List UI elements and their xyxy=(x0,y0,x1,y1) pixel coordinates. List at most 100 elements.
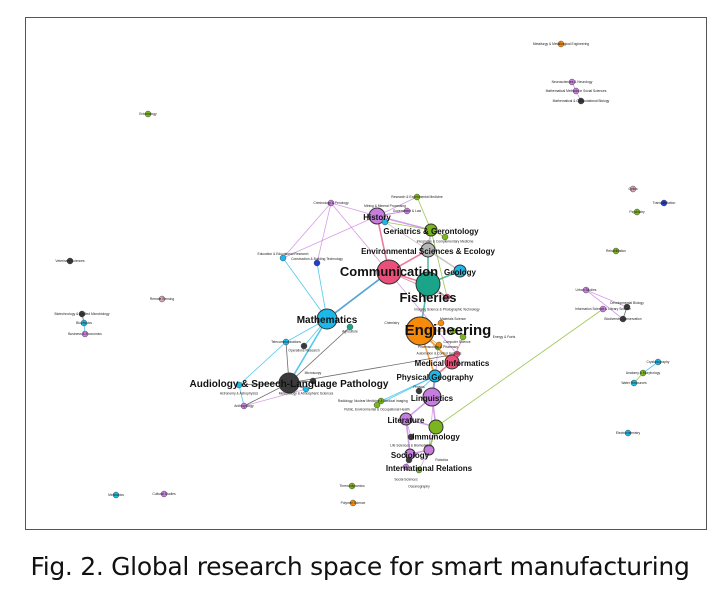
network-node xyxy=(80,319,88,327)
network-node xyxy=(415,271,441,297)
node-label: Psychiatry xyxy=(629,210,645,214)
node-label: Cultural Studies xyxy=(152,492,176,496)
node-label: Neurosciences & Neurology xyxy=(552,80,593,84)
node-label: Social Sciences xyxy=(394,478,418,482)
node-label: Operations Research xyxy=(288,348,319,352)
network-node xyxy=(405,456,413,464)
network-node xyxy=(81,330,89,338)
network-node xyxy=(381,218,389,226)
network-edge xyxy=(288,326,351,384)
node-label: Mathematical Methods in Social Sciences xyxy=(546,89,607,93)
network-edge xyxy=(282,202,332,259)
node-label: Public, Environmental & Occupational Hea… xyxy=(344,407,410,411)
node-label: Polymer Science xyxy=(341,501,366,505)
network-edge xyxy=(384,221,432,231)
network-node xyxy=(402,463,410,471)
network-node xyxy=(633,208,641,216)
network-edge xyxy=(585,289,628,308)
network-node xyxy=(660,199,668,207)
network-edge xyxy=(282,257,328,320)
network-node xyxy=(624,429,632,437)
node-label: Agriculture xyxy=(342,329,358,333)
network-node xyxy=(422,387,442,407)
network-edge xyxy=(282,215,378,259)
node-layer xyxy=(66,40,668,507)
network-node xyxy=(557,40,565,48)
network-node xyxy=(376,259,402,285)
network-node xyxy=(112,491,120,499)
node-label: Robotics xyxy=(435,458,448,462)
node-label: Water Resources xyxy=(621,381,647,385)
network-node xyxy=(441,233,449,241)
network-node xyxy=(420,242,436,258)
network-node xyxy=(582,286,590,294)
network-node xyxy=(407,433,415,441)
network-node xyxy=(368,207,386,225)
node-label: Mining & Mineral Processing xyxy=(364,204,406,208)
node-label: Sociology xyxy=(391,451,430,460)
network-node xyxy=(424,223,438,237)
network-node xyxy=(453,264,467,278)
node-label: Automation & Control Systems xyxy=(417,351,462,355)
network-node xyxy=(399,412,413,426)
network-node xyxy=(158,295,166,303)
network-node xyxy=(577,97,585,105)
network-edge xyxy=(376,375,436,406)
network-node xyxy=(428,369,442,383)
network-node xyxy=(240,402,248,410)
research-space-network: Communication Fisheries Engineering Mathema… xyxy=(55,40,675,507)
figure-caption: Fig. 2. Global research space for smart … xyxy=(30,552,690,581)
network-edge xyxy=(585,289,624,320)
node-label: Entomology xyxy=(139,112,157,116)
node-label: Radiology, Nuclear Medicine & Medical Im… xyxy=(338,399,408,403)
network-edge xyxy=(288,353,458,384)
network-node xyxy=(327,199,335,207)
node-label: Engineering xyxy=(405,322,492,339)
network-node xyxy=(449,327,457,335)
node-label: Education & Educational Research xyxy=(258,252,309,256)
node-label: Biodiversity Conservation xyxy=(604,317,641,321)
network-node xyxy=(373,401,381,409)
network-node xyxy=(630,379,638,387)
node-label: Geriatrics & Gerontology xyxy=(383,227,479,236)
node-label: Veterinary Sciences xyxy=(55,259,84,263)
network-node xyxy=(443,293,451,301)
network-figure: Communication Fisheries Engineering Mathema… xyxy=(25,17,707,530)
node-label: Computer Science xyxy=(443,340,470,344)
network-node xyxy=(403,207,411,215)
network-edge xyxy=(384,221,429,251)
network-node xyxy=(309,377,317,385)
node-label: Government & Law xyxy=(393,209,422,213)
network-node xyxy=(278,372,300,394)
node-label: Literature xyxy=(388,416,425,425)
node-label: Integrative & Complementary Medicine xyxy=(417,239,474,243)
node-label: Anatomy & Morphology xyxy=(626,371,661,375)
network-node xyxy=(654,358,662,366)
node-label: Metallurgy & Metallurgical Engineering xyxy=(533,42,589,46)
network-node xyxy=(629,185,637,193)
node-label: Geology xyxy=(444,268,477,277)
node-label: Telecommunications xyxy=(271,340,301,344)
node-label: Imaging Science & Photographic Technolog… xyxy=(414,308,480,312)
network-node xyxy=(282,338,290,346)
node-label: Communication xyxy=(340,264,438,279)
network-node xyxy=(415,387,423,395)
node-label: Physical Geography xyxy=(397,373,474,382)
node-label: Electrochemistry xyxy=(616,431,641,435)
network-node xyxy=(348,482,356,490)
node-label: Materials Science xyxy=(440,317,466,321)
node-label: Business & Economics xyxy=(68,332,102,336)
network-node xyxy=(316,308,338,330)
network-node xyxy=(346,323,354,331)
network-node xyxy=(78,310,86,318)
node-label: Microscopy xyxy=(305,371,322,375)
node-label: Pharmacology & Pharmacy xyxy=(418,345,458,349)
node-label: International Relations xyxy=(386,464,473,473)
network-node xyxy=(459,333,467,341)
network-node xyxy=(413,193,421,201)
node-label: Developmental Biology xyxy=(610,301,644,305)
network-edge xyxy=(326,271,390,320)
node-label: Oceanography xyxy=(408,485,430,489)
network-edge xyxy=(243,388,307,407)
node-label: Rehabilitation xyxy=(606,249,626,253)
